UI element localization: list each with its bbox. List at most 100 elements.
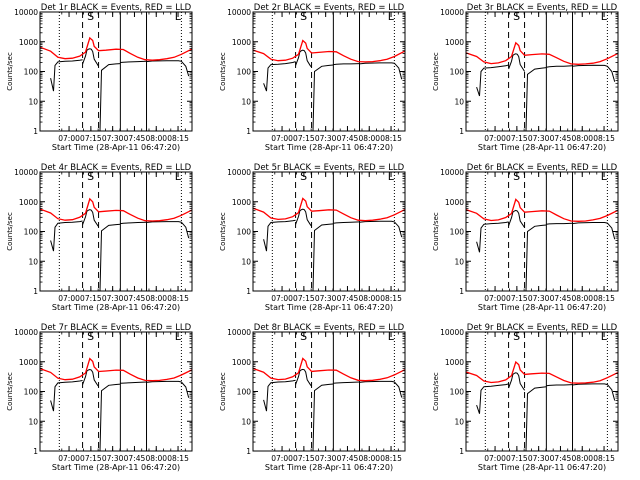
x-tick-label: 07:30 [102,454,124,463]
x-tick-label: 07:45 [337,454,359,463]
y-tick-label: 100 [237,228,252,237]
y-tick-label: 1 [246,287,251,296]
y-tick-label: 10 [241,257,251,266]
x-tick-label: 08:15 [167,134,189,143]
panel-title: Det 4r BLACK = Events, RED = LLD [41,163,192,173]
events-series-line-seg1 [50,220,83,252]
y-tick-label: 1000 [19,358,38,367]
x-tick-label: 08:00 [571,134,593,143]
events-series-line-seg2 [508,209,526,228]
events-series-line-seg2 [508,372,526,391]
events-series-line-seg2 [295,49,312,68]
plot-frame [465,171,619,292]
x-tick-label: 07:15 [293,134,315,143]
y-tick-label: 100 [237,68,252,77]
y-tick-label: 10000 [227,8,251,17]
y-axis-label: Counts/sec [6,372,14,411]
x-tick-label: 08:15 [167,294,189,303]
x-tick-label: 08:15 [593,454,615,463]
plot-data [466,41,618,131]
x-tick-label: 07:30 [315,454,337,463]
y-tick-label: 10000 [227,328,251,337]
plot-data [40,36,192,131]
y-tick-label: 1 [459,127,464,136]
x-axis-label: Start Time (28-Apr-11 06:47:20) [265,143,393,152]
x-tick-label: 07:45 [337,294,359,303]
x-tick-label: 08:15 [380,134,402,143]
x-tick-label: 07:30 [528,454,550,463]
events-series-line-seg5 [359,62,403,80]
events-series-line-seg5 [146,60,190,77]
x-tick-label: 07:00 [271,134,293,143]
y-tick-label: 1000 [232,358,251,367]
events-series-line-seg4 [120,60,147,63]
y-tick-label: 100 [450,68,465,77]
y-axis-label: Counts/sec [432,372,440,411]
x-tick-label: 07:15 [506,294,528,303]
x-axis-label: Start Time (28-Apr-11 06:47:20) [265,303,393,312]
x-tick-label: 08:00 [571,454,593,463]
panel-title: Det 6r BLACK = Events, RED = LLD [467,163,618,173]
x-tick-label: 07:30 [102,134,124,143]
y-tick-label: 10 [454,97,464,106]
events-series-line-seg4 [546,65,573,68]
x-tick-label: 08:00 [358,294,380,303]
x-tick-label: 07:15 [293,294,315,303]
y-tick-label: 1 [246,447,251,456]
events-series-line-seg4 [333,221,360,224]
events-series-line-seg1 [263,61,296,92]
panel-det-2: SL11010010001000007:0007:1507:3007:4508:… [219,3,406,152]
events-series-line-seg5 [572,222,616,240]
lld-series-line-seg1 [40,357,192,382]
events-series-line-seg3 [311,383,334,451]
y-axis-label: Counts/sec [219,372,227,411]
y-tick-label: 10000 [227,168,251,177]
events-series-line-seg5 [572,383,616,401]
x-tick-label: 07:00 [271,294,293,303]
panel-title: Det 8r BLACK = Events, RED = LLD [254,323,405,333]
plot-data [253,197,405,291]
x-tick-label: 07:45 [550,454,572,463]
events-series-line-seg1 [476,221,509,253]
lld-series-line-seg1 [253,39,405,63]
plot-frame [39,11,193,132]
x-tick-label: 07:30 [315,134,337,143]
y-axis-label: Counts/sec [432,212,440,251]
x-tick-label: 07:30 [528,134,550,143]
plot-frame [39,171,193,292]
events-series-line-seg4 [546,222,573,225]
y-tick-label: 1 [459,287,464,296]
plot-data [466,198,618,291]
y-tick-label: 1000 [445,358,464,367]
x-tick-label: 07:00 [484,294,506,303]
x-tick-label: 07:00 [271,454,293,463]
x-tick-label: 07:00 [58,454,80,463]
y-axis-label: Counts/sec [6,212,14,251]
y-tick-label: 1000 [19,38,38,47]
y-axis-label: Counts/sec [219,52,227,91]
y-tick-label: 10000 [440,8,464,17]
events-series-line-seg1 [263,219,296,252]
plot-frame [465,331,619,452]
y-axis-label: Counts/sec [6,52,14,91]
plot-frame [39,331,193,452]
events-series-line-seg4 [333,63,360,66]
panel-title: Det 3r BLACK = Events, RED = LLD [467,3,618,13]
x-tick-label: 08:15 [593,294,615,303]
y-axis-label: Counts/sec [432,52,440,91]
lld-series-line-seg1 [466,41,618,65]
x-tick-label: 07:15 [293,454,315,463]
events-series-line-seg5 [359,220,403,238]
events-series-line-seg2 [295,368,313,387]
x-tick-label: 07:45 [124,134,146,143]
events-series-line-seg3 [98,63,121,131]
y-tick-label: 1 [246,127,251,136]
x-axis-label: Start Time (28-Apr-11 06:47:20) [52,463,180,472]
lld-series-line-seg1 [466,360,618,384]
events-series-line-seg5 [146,380,190,398]
y-tick-label: 10000 [440,168,464,177]
events-series-line-seg2 [82,368,99,387]
events-series-line-seg2 [295,208,313,227]
x-tick-label: 07:00 [58,134,80,143]
